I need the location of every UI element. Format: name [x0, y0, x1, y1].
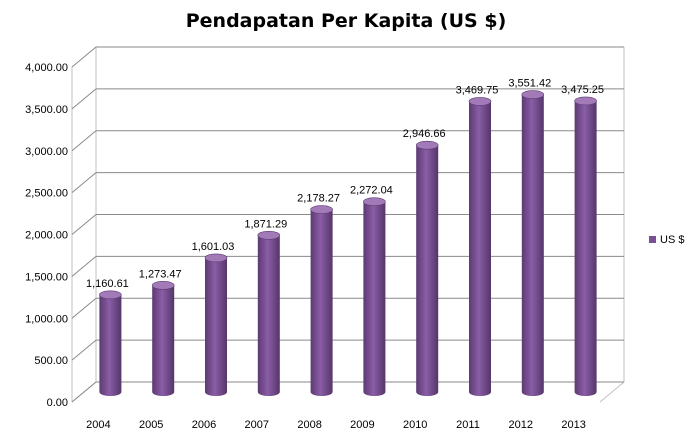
bar	[574, 96, 597, 396]
bar-top	[151, 281, 175, 290]
y-tick-label: 0.00	[47, 397, 68, 409]
bar-body	[257, 235, 280, 396]
bar-body	[416, 145, 439, 396]
gridline	[71, 339, 97, 361]
bar	[310, 205, 333, 396]
x-tick-label: 2008	[297, 419, 321, 431]
x-axis: 2004 2005 2006 2007 2008 2009 2010 2011 2012 2013	[86, 419, 586, 431]
x-tick-label: 2012	[509, 419, 533, 431]
x-tick-label: 2013	[561, 419, 585, 431]
gridline	[71, 255, 97, 277]
data-label: 1,601.03	[192, 241, 235, 253]
bar-top	[99, 290, 122, 300]
bar	[99, 290, 122, 396]
data-label: 1,871.29	[244, 218, 287, 230]
bar-body	[363, 201, 386, 396]
y-tick-label: 4,000.00	[25, 62, 68, 74]
data-label: 2,946.66	[403, 128, 446, 140]
bar	[468, 97, 492, 396]
bar-body	[152, 285, 175, 396]
bar-body	[574, 100, 597, 396]
legend-label: US $	[660, 234, 684, 246]
x-tick-label: 2004	[86, 419, 110, 431]
legend: US $	[649, 234, 684, 246]
gridline	[71, 46, 97, 68]
bar-body	[310, 209, 333, 396]
chart-title: Pendapatan Per Kapita (US $)	[186, 10, 507, 32]
y-axis: 0.00 500.00 1,000.00 1,500.00 2,000.00 2,500.…	[25, 62, 68, 409]
bar-top	[257, 230, 281, 240]
y-tick-label: 3,500.00	[25, 104, 68, 116]
legend-swatch	[649, 236, 656, 243]
x-tick-label: 2007	[245, 419, 269, 431]
bar	[521, 90, 545, 396]
x-tick-label: 2006	[192, 419, 216, 431]
bar	[415, 140, 439, 396]
gridline	[71, 172, 97, 194]
y-tick-label: 1,000.00	[25, 313, 68, 325]
gridline	[71, 297, 97, 319]
bar-top	[310, 205, 333, 214]
gridline	[71, 214, 97, 235]
y-tick-label: 2,000.00	[25, 230, 68, 242]
bar-body	[205, 257, 227, 396]
bar-top	[521, 90, 545, 99]
data-label: 1,273.47	[139, 268, 182, 280]
y-tick-label: 500.00	[34, 355, 68, 367]
x-tick-label: 2010	[403, 419, 427, 431]
bar-top	[415, 140, 439, 150]
bar-body	[99, 294, 122, 396]
wall-edge	[599, 381, 625, 403]
data-label: 3,475.25	[561, 84, 604, 96]
y-tick-label: 1,500.00	[25, 271, 68, 283]
data-label: 1,160.61	[86, 278, 129, 290]
bar-top	[204, 253, 228, 263]
bar	[257, 230, 281, 396]
gridline	[71, 381, 97, 403]
bar-top	[468, 97, 492, 106]
gridline	[71, 88, 97, 110]
bar-body	[521, 94, 544, 396]
gridline	[71, 130, 97, 152]
bar	[151, 281, 175, 396]
bar-top	[363, 197, 386, 207]
data-label: 2,178.27	[297, 193, 340, 205]
y-tick-label: 3,000.00	[25, 146, 68, 158]
data-label: 3,469.75	[456, 84, 499, 96]
x-tick-label: 2005	[139, 419, 163, 431]
bar-top	[574, 96, 597, 106]
bar	[363, 197, 386, 396]
data-label: 3,551.42	[508, 78, 551, 90]
data-label: 2,272.04	[350, 185, 393, 197]
bars: 1,160.61 1,273.47 1,601.03 1,871.29 2,178.27…	[86, 78, 604, 396]
x-tick-label: 2011	[456, 419, 480, 431]
x-tick-label: 2009	[350, 419, 374, 431]
bar-body	[469, 101, 491, 396]
bar	[204, 253, 228, 396]
y-tick-label: 2,500.00	[25, 188, 68, 200]
